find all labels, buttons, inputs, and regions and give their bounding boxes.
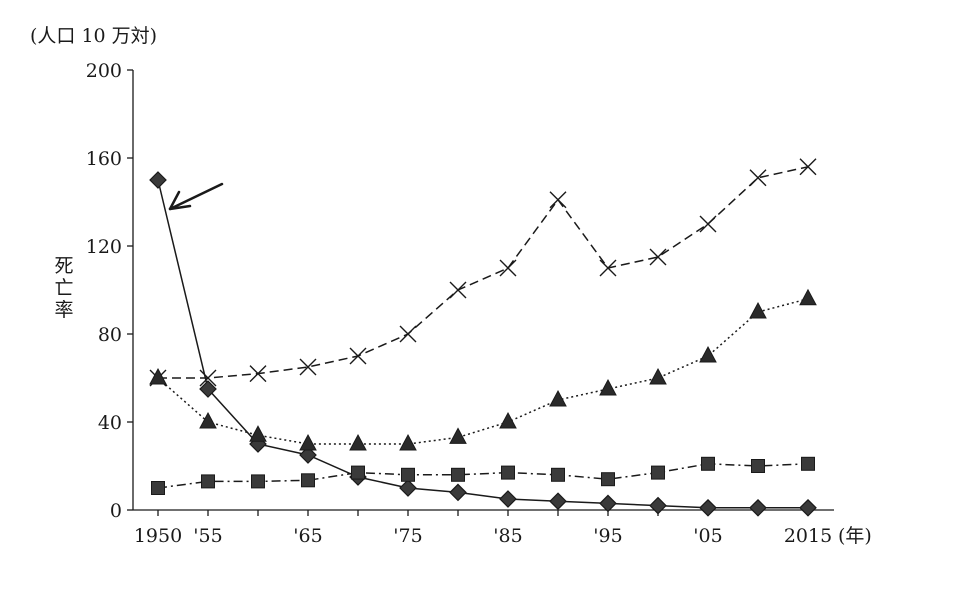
- series-triangle: [149, 288, 817, 451]
- data-point-triangle: [649, 367, 667, 385]
- data-point-triangle: [249, 425, 267, 442]
- data-point-cross: [549, 191, 567, 209]
- data-point-triangle: [599, 378, 617, 396]
- data-point-diamond: [399, 479, 417, 497]
- y-axis-title-char: 亡: [54, 277, 73, 299]
- data-point-square: [551, 467, 565, 482]
- data-point-cross: [349, 347, 367, 365]
- data-point-triangle: [299, 433, 317, 451]
- annotation-arrow-shaft: [168, 182, 224, 211]
- data-point-triangle: [349, 433, 367, 451]
- y-tick-label: 120: [86, 236, 122, 258]
- data-point-diamond: [149, 171, 167, 189]
- data-point-cross: [599, 259, 617, 277]
- data-point-cross: [249, 365, 267, 383]
- y-tick-label: 200: [86, 60, 122, 82]
- data-point-diamond: [449, 483, 467, 502]
- data-point-diamond: [749, 498, 767, 517]
- x-tick-label: '75: [393, 525, 422, 547]
- data-point-triangle: [749, 301, 767, 319]
- data-point-square: [251, 474, 265, 489]
- data-point-square: [601, 472, 615, 487]
- series-diamond: [149, 171, 817, 517]
- data-point-square: [701, 456, 715, 471]
- data-point-square: [401, 467, 415, 482]
- annotation-arrow-head: [168, 190, 192, 211]
- y-axis-title-char: 死: [54, 255, 73, 277]
- data-point-square: [651, 465, 665, 480]
- data-point-cross: [299, 358, 317, 376]
- data-point-cross: [449, 281, 467, 299]
- series-line-triangle: [157, 298, 809, 445]
- data-point-square: [301, 473, 315, 488]
- x-unit-label: (年): [838, 525, 872, 547]
- data-point-cross: [799, 158, 817, 176]
- data-point-square: [451, 467, 465, 482]
- x-tick-label: '65: [293, 525, 322, 547]
- x-tick-label: 1950: [134, 525, 182, 547]
- annotation-layer: [168, 182, 224, 211]
- data-point-triangle: [499, 411, 517, 429]
- y-tick-label: 80: [98, 324, 122, 346]
- data-point-square: [351, 465, 365, 480]
- y-tick-label: 40: [98, 412, 122, 434]
- data-point-square: [201, 474, 215, 489]
- data-point-triangle: [549, 389, 567, 407]
- data-point-triangle: [399, 433, 417, 451]
- data-point-diamond: [599, 494, 617, 513]
- data-point-cross: [399, 325, 417, 343]
- data-point-diamond: [549, 492, 567, 511]
- series-line-cross: [158, 166, 809, 379]
- y-tick-label: 0: [110, 500, 122, 522]
- x-tick-label: '85: [493, 525, 522, 547]
- data-point-triangle: [699, 345, 717, 363]
- axes: 0 40 80 120 160 200 1950 '55 '65 '75 '85 '95 '05 2015: [86, 60, 834, 547]
- data-point-diamond: [299, 446, 317, 464]
- data-point-cross: [499, 259, 517, 277]
- data-point-diamond: [499, 490, 517, 508]
- data-point-triangle: [149, 367, 167, 385]
- y-tick-label: 160: [86, 148, 122, 170]
- series-square: [151, 456, 815, 495]
- data-point-square: [751, 459, 765, 473]
- series-cross: [149, 158, 817, 387]
- x-tick-label: '55: [193, 525, 222, 547]
- data-point-cross: [749, 169, 767, 187]
- data-point-diamond: [199, 380, 217, 398]
- y-axis-title: 死亡率: [54, 255, 73, 321]
- x-tick-label: 2015: [784, 525, 832, 547]
- data-point-square: [501, 465, 515, 480]
- y-axis-title-char: 率: [54, 299, 73, 321]
- data-point-cross: [649, 248, 667, 266]
- data-point-triangle: [799, 288, 817, 306]
- data-point-cross: [199, 369, 217, 387]
- x-tick-label: '95: [593, 525, 622, 547]
- series-line-square: [157, 463, 809, 489]
- data-point-square: [151, 481, 165, 495]
- data-point-diamond: [799, 498, 817, 517]
- data-point-diamond: [699, 498, 717, 517]
- data-point-square: [801, 456, 815, 471]
- data-point-diamond: [649, 496, 667, 515]
- series-layer: [149, 158, 817, 517]
- data-point-triangle: [449, 427, 467, 444]
- data-point-cross: [699, 215, 717, 233]
- y-unit-label: (人口 10 万対): [30, 25, 157, 47]
- data-point-triangle: [199, 411, 217, 429]
- x-tick-label: '05: [693, 525, 722, 547]
